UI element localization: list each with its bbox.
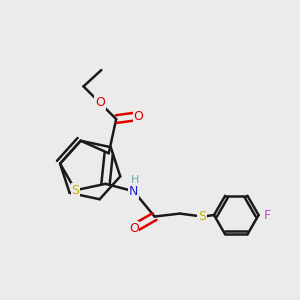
Text: O: O [129,222,139,235]
Text: N: N [129,185,139,198]
Text: H: H [131,175,140,185]
Text: O: O [95,96,105,109]
Text: S: S [71,184,80,197]
Text: S: S [198,210,206,223]
Text: O: O [134,110,143,123]
Text: F: F [264,208,271,222]
